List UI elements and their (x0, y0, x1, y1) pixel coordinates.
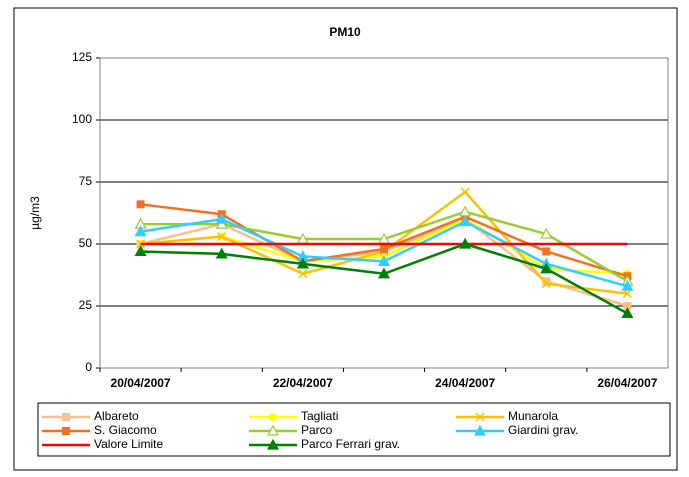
x-tick-label: 20/04/2007 (111, 376, 171, 390)
legend-box (37, 402, 671, 457)
data-point (136, 239, 146, 249)
data-point (623, 302, 632, 310)
legend-marker (266, 438, 280, 450)
data-point (621, 279, 634, 291)
legend-label: Parco (301, 423, 333, 437)
y-tick-label: 50 (79, 236, 93, 250)
y-tick-label: 125 (72, 50, 92, 64)
data-point (540, 227, 553, 239)
data-point (377, 267, 391, 279)
data-point (542, 277, 551, 286)
y-tick-label: 25 (79, 298, 93, 312)
data-point (460, 187, 470, 197)
data-point (134, 225, 147, 237)
legend-marker (475, 412, 485, 422)
y-axis-label: µg/m3 (28, 196, 42, 230)
legend-marker (62, 427, 70, 435)
y-tick-label: 75 (79, 174, 93, 188)
legend-label: Parco Ferrari grav. (301, 437, 400, 451)
legend-label: Munarola (508, 409, 558, 423)
y-tick-label: 0 (85, 360, 92, 374)
x-tick-label: 26/04/2007 (597, 376, 657, 390)
data-point (459, 237, 472, 249)
x-tick-label: 22/04/2007 (273, 376, 333, 390)
legend-label: Valore Limite (94, 437, 163, 451)
data-point (215, 247, 228, 259)
data-point (622, 289, 632, 299)
data-point (380, 244, 388, 253)
legend-marker (266, 424, 280, 436)
legend-label: Giardini grav. (508, 423, 578, 437)
legend-marker (269, 413, 277, 421)
y-tick-label: 100 (72, 112, 92, 126)
legend-marker (473, 424, 487, 436)
data-point (541, 279, 551, 289)
chart-title: PM10 (329, 25, 361, 39)
legend-label: Albareto (94, 409, 139, 423)
legend-marker (62, 413, 70, 421)
plot-area (99, 57, 669, 369)
data-point (136, 200, 145, 209)
data-point (621, 307, 634, 319)
data-point (542, 247, 551, 256)
data-point (134, 245, 147, 257)
data-point (377, 255, 391, 266)
data-point (540, 262, 553, 274)
data-point (215, 212, 228, 224)
legend-label: Tagliati (301, 409, 338, 423)
data-point (296, 257, 309, 269)
x-tick-label: 24/04/2007 (435, 376, 495, 390)
data-point (298, 269, 308, 279)
data-point (459, 215, 472, 227)
legend-label: S. Giacomo (94, 423, 157, 437)
data-point (217, 232, 227, 242)
